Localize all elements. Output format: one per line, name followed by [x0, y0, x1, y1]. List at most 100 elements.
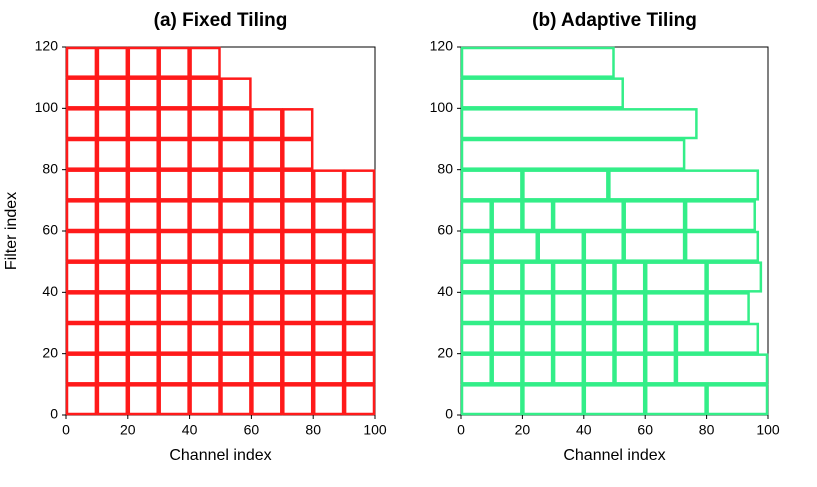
tile: [282, 169, 314, 201]
tile: [614, 322, 646, 354]
y-tick-label: 100: [430, 99, 454, 115]
tile: [282, 200, 314, 232]
chart-title: (a) Fixed Tiling: [154, 10, 288, 31]
tile: [706, 322, 760, 354]
tile: [312, 292, 345, 324]
tile: [127, 353, 159, 385]
y-tick-label: 20: [42, 344, 58, 360]
x-tick-label: 100: [756, 422, 780, 438]
tile: [65, 138, 98, 170]
tile: [127, 230, 159, 262]
y-tick-label: 40: [42, 283, 58, 299]
tile: [343, 230, 376, 262]
tile: [251, 384, 283, 416]
tile: [96, 322, 129, 354]
tile: [491, 353, 523, 385]
tile: [220, 230, 252, 262]
tile: [158, 292, 190, 324]
tile: [127, 77, 159, 109]
tile: [460, 108, 698, 140]
tile: [684, 230, 760, 262]
tile: [251, 261, 283, 293]
tile: [220, 138, 252, 170]
tile: [127, 384, 159, 416]
tile: [220, 169, 252, 201]
tile: [312, 353, 345, 385]
tile: [251, 322, 283, 354]
tile: [220, 384, 252, 416]
tile: [158, 46, 190, 78]
y-tick-label: 120: [430, 38, 454, 54]
tile: [127, 138, 159, 170]
tile: [282, 322, 314, 354]
tile: [220, 108, 252, 140]
tile: [608, 169, 760, 201]
tile: [552, 292, 585, 324]
chart-title: (b) Adaptive Tiling: [532, 10, 697, 31]
tile: [522, 261, 554, 293]
tile: [65, 200, 98, 232]
y-tick-label: 0: [445, 406, 453, 422]
tile: [96, 353, 129, 385]
tile: [583, 292, 615, 324]
tile: [552, 322, 585, 354]
tile: [491, 230, 539, 262]
tile: [460, 46, 615, 78]
tile: [158, 322, 190, 354]
tile: [96, 46, 129, 78]
x-tick-label: 20: [120, 422, 136, 438]
tile: [96, 169, 129, 201]
tile: [96, 384, 129, 416]
tile: [282, 353, 314, 385]
tile: [583, 384, 646, 416]
tile: [251, 108, 283, 140]
tile: [312, 169, 345, 201]
tile: [96, 138, 129, 170]
tile: [706, 292, 750, 324]
tile: [65, 169, 98, 201]
tile: [623, 200, 686, 232]
y-tick-label: 60: [42, 222, 58, 238]
tile: [220, 353, 252, 385]
tile: [644, 353, 677, 385]
y-tick-label: 20: [437, 344, 453, 360]
tile: [312, 200, 345, 232]
tile: [189, 353, 221, 385]
tile: [251, 230, 283, 262]
tile: [158, 230, 190, 262]
tile: [706, 261, 763, 293]
tile: [343, 353, 376, 385]
tile: [684, 200, 756, 232]
y-tick-label: 40: [437, 283, 453, 299]
tile: [220, 322, 252, 354]
tile: [65, 230, 98, 262]
tile: [96, 230, 129, 262]
tile: [189, 200, 221, 232]
tile: [343, 384, 376, 416]
tile: [282, 384, 314, 416]
tile: [127, 292, 159, 324]
tile: [282, 261, 314, 293]
y-tick-label: 60: [437, 222, 453, 238]
tile: [65, 384, 98, 416]
x-tick-label: 80: [699, 422, 715, 438]
tile: [189, 292, 221, 324]
tile: [675, 353, 769, 385]
x-axis-label: Channel index: [563, 447, 665, 464]
tile: [614, 261, 646, 293]
tile: [312, 322, 345, 354]
tile: [614, 292, 646, 324]
tile: [460, 77, 624, 109]
tile: [537, 230, 585, 262]
tile: [189, 169, 221, 201]
tile: [158, 384, 190, 416]
tile: [614, 353, 646, 385]
tile: [220, 77, 252, 109]
tile: [552, 200, 624, 232]
x-tick-label: 40: [182, 422, 198, 438]
tile: [522, 353, 554, 385]
tile: [65, 353, 98, 385]
x-tick-label: 40: [576, 422, 592, 438]
tile: [251, 200, 283, 232]
tile: [343, 169, 376, 201]
